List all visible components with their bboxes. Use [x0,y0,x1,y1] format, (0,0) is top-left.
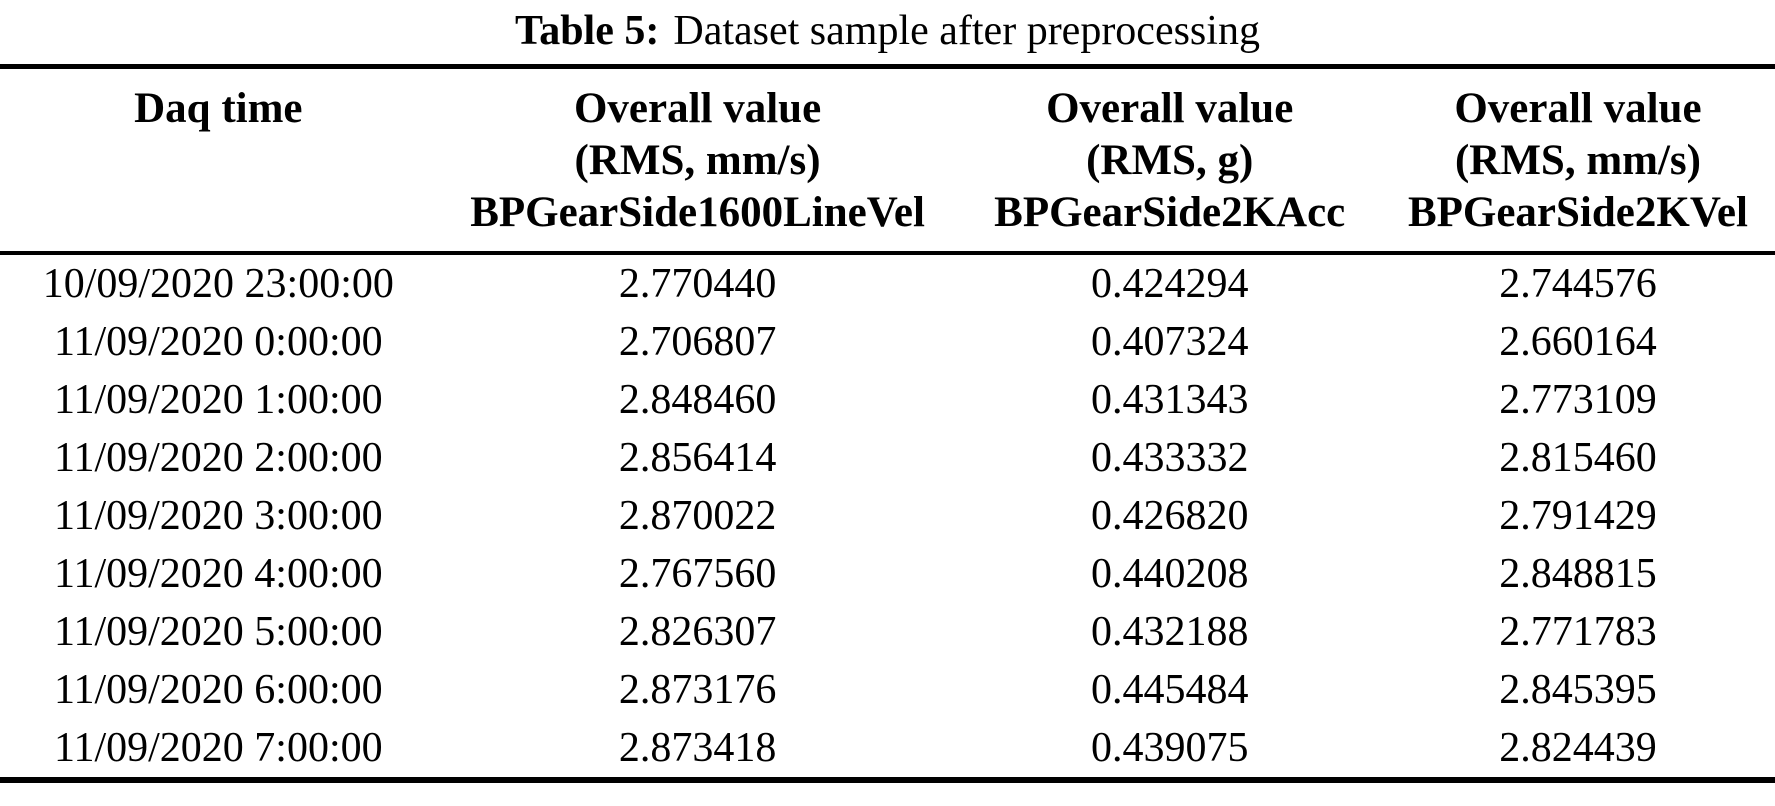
header-line: Overall value [1046,85,1294,132]
header-line: Overall value [573,85,822,132]
cell-value: 2.848815 [1499,551,1657,597]
table-row: 11/09/2020 2:00:00 2.856414 0.433332 2.8… [0,429,1775,487]
cell-value: 2.873176 [618,667,777,713]
cell-value: 0.440208 [1090,551,1249,597]
cell-value: 2.845395 [1499,667,1657,713]
cell-value: 0.432188 [1090,609,1249,655]
table-row: 11/09/2020 7:00:00 2.873418 0.439075 2.8… [0,719,1775,780]
cell-value: 2.815460 [1499,435,1657,481]
header-line: BPGearSide1600LineVel [470,189,925,236]
cell-value: 2.770440 [618,261,777,307]
cell-value: 0.424294 [1090,261,1249,307]
cell-value: 2.660164 [1499,319,1657,365]
header-line: (RMS, mm/s) [574,137,821,184]
table-header: Daq time Overall value (RMS, mm/s) BPGea… [0,66,1775,254]
header-line: (RMS, mm/s) [1454,137,1701,184]
cell-daq-time: 11/09/2020 3:00:00 [54,493,383,539]
header-line: Daq time [134,85,303,132]
cell-daq-time: 11/09/2020 5:00:00 [54,609,383,655]
cell-daq-time: 11/09/2020 7:00:00 [54,725,383,771]
table-caption-text: Dataset sample after preprocessing [673,8,1260,54]
cell-value: 2.791429 [1499,493,1657,539]
table-body: 10/09/2020 23:00:00 2.770440 0.424294 2.… [0,253,1775,780]
cell-daq-time: 11/09/2020 1:00:00 [54,377,383,423]
table-row: 11/09/2020 6:00:00 2.873176 0.445484 2.8… [0,661,1775,719]
header-line: Overall value [1454,85,1702,132]
cell-value: 0.431343 [1090,377,1249,423]
column-header-daq-time: Daq time [0,67,437,254]
cell-value: 2.767560 [618,551,777,597]
cell-value: 0.439075 [1090,725,1249,771]
header-line: BPGearSide2KAcc [994,189,1346,236]
cell-value: 2.773109 [1499,377,1657,423]
table-row: 11/09/2020 4:00:00 2.767560 0.440208 2.8… [0,545,1775,603]
header-line: BPGearSide2KVel [1407,189,1748,236]
cell-daq-time: 11/09/2020 2:00:00 [54,435,383,481]
cell-daq-time: 11/09/2020 6:00:00 [54,667,383,713]
table-row: 11/09/2020 3:00:00 2.870022 0.426820 2.7… [0,487,1775,545]
cell-value: 0.407324 [1090,319,1249,365]
cell-value: 2.744576 [1499,261,1657,307]
cell-value: 0.433332 [1090,435,1249,481]
cell-value: 0.426820 [1090,493,1249,539]
cell-value: 2.826307 [618,609,777,655]
table-row: 11/09/2020 5:00:00 2.826307 0.432188 2.7… [0,603,1775,661]
cell-value: 2.706807 [618,319,777,365]
cell-daq-time: 11/09/2020 4:00:00 [54,551,383,597]
header-line: (RMS, g) [1086,137,1254,184]
dataset-sample-table: Daq time Overall value (RMS, mm/s) BPGea… [0,64,1775,783]
column-header-2kacc: Overall value (RMS, g) BPGearSide2KAcc [958,67,1380,254]
cell-value: 2.848460 [618,377,777,423]
cell-daq-time: 11/09/2020 0:00:00 [54,319,383,365]
cell-value: 2.824439 [1499,725,1657,771]
cell-value: 0.445484 [1090,667,1249,713]
column-header-1600linevel: Overall value (RMS, mm/s) BPGearSide1600… [437,67,959,254]
table-caption: Table 5: Dataset sample after preprocessi… [0,0,1775,64]
cell-value: 2.856414 [618,435,777,481]
header-row: Daq time Overall value (RMS, mm/s) BPGea… [0,67,1775,254]
cell-value: 2.870022 [618,493,777,539]
cell-value: 2.873418 [618,725,777,771]
column-header-2kvel: Overall value (RMS, mm/s) BPGearSide2KVe… [1381,67,1775,254]
table-row: 11/09/2020 0:00:00 2.706807 0.407324 2.6… [0,313,1775,371]
table-row: 10/09/2020 23:00:00 2.770440 0.424294 2.… [0,253,1775,313]
table-caption-label: Table 5: [515,8,660,54]
table-row: 11/09/2020 1:00:00 2.848460 0.431343 2.7… [0,371,1775,429]
cell-value: 2.771783 [1499,609,1657,655]
cell-daq-time: 10/09/2020 23:00:00 [42,261,394,307]
